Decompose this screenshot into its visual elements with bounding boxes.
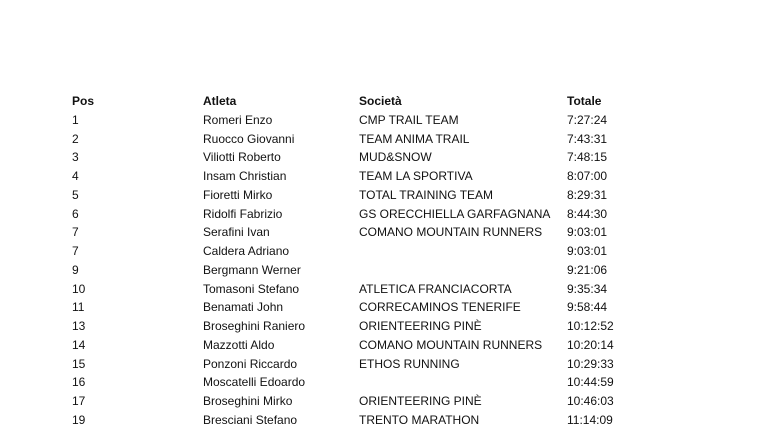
cell-athlete: Fioretti Mirko — [203, 187, 273, 202]
cell-total: 8:29:31 — [567, 187, 608, 202]
cell-total: 10:46:03 — [567, 394, 614, 408]
cell-total: 10:12:52 — [567, 319, 614, 333]
cell-total: 10:44:59 — [567, 375, 614, 390]
header-total: Totale — [567, 94, 602, 108]
cell-total: 11:14:09 — [567, 412, 613, 427]
cell-pos: 2 — [72, 131, 79, 146]
cell-club: TOTAL TRAINING TEAM — [359, 187, 494, 202]
header-pos: Pos — [72, 94, 95, 108]
table-row: 19 Bresciani Stefano TRENTO MARATHON 11:14:… — [0, 411, 766, 430]
cell-pos: 4 — [72, 169, 79, 183]
table-row: 15 Ponzoni Riccardo ETHOS RUNNING 10:29:33 — [0, 355, 766, 374]
cell-club: COMANO MOUNTAIN RUNNERS — [359, 337, 543, 352]
table-row: 3 Viliotti Roberto MUD&SNOW 7:48:15 — [0, 148, 766, 167]
table-row: 5 Fioretti Mirko TOTAL TRAINING TEAM 8:29:3… — [0, 186, 766, 205]
cell-total: 9:35:34 — [567, 281, 608, 296]
table-row: 14 Mazzotti Aldo COMANO MOUNTAIN RUNNERS 10… — [0, 336, 766, 355]
table-row: 7 Serafini Ivan COMANO MOUNTAIN RUNNERS 9:0… — [0, 223, 766, 242]
header-club: Società — [359, 94, 402, 108]
table-row: 1 Romeri Enzo CMP TRAIL TEAM 7:27:24 — [0, 111, 766, 130]
cell-club: CORRECAMINOS TENERIFE — [359, 300, 521, 315]
cell-athlete: Caldera Adriano — [203, 244, 290, 258]
cell-total: 9:21:06 — [567, 262, 608, 277]
cell-total: 10:20:14 — [567, 337, 614, 352]
cell-total: 8:07:00 — [567, 169, 608, 183]
cell-club: ORIENTEERING PINÈ — [359, 394, 482, 408]
results-table: Pos Atleta Società Totale 1 Romeri Enzo CM… — [0, 92, 766, 430]
cell-athlete: Mazzotti Aldo — [203, 337, 275, 352]
cell-total: 7:48:15 — [567, 150, 608, 165]
cell-athlete: Moscatelli Edoardo — [203, 375, 306, 390]
table-row: 9 Bergmann Werner 9:21:06 — [0, 261, 766, 280]
table-row: 6 Ridolfi Fabrizio GS ORECCHIELLA GARFAGNA… — [0, 205, 766, 224]
cell-athlete: Romeri Enzo — [203, 112, 273, 127]
cell-pos: 13 — [72, 319, 86, 333]
table-row: 7 Caldera Adriano 9:03:01 — [0, 242, 766, 261]
cell-athlete: Serafini Ivan — [203, 225, 270, 240]
table-row: 2 Ruocco Giovanni TEAM ANIMA TRAIL 7:43:31 — [0, 130, 766, 149]
cell-total: 8:44:30 — [567, 206, 608, 221]
table-row: 11 Benamati John CORRECAMINOS TENERIFE 9:58… — [0, 298, 766, 317]
cell-athlete: Bergmann Werner — [203, 262, 301, 277]
cell-pos: 3 — [72, 150, 79, 165]
cell-pos: 16 — [72, 375, 86, 390]
cell-club: COMANO MOUNTAIN RUNNERS — [359, 225, 543, 240]
cell-athlete: Bresciani Stefano — [203, 412, 298, 427]
cell-club: TEAM ANIMA TRAIL — [359, 131, 470, 146]
cell-athlete: Ruocco Giovanni — [203, 131, 295, 146]
cell-club: ATLETICA FRANCIACORTA — [359, 281, 512, 296]
cell-athlete: Ridolfi Fabrizio — [203, 206, 283, 221]
cell-club: ETHOS RUNNING — [359, 356, 460, 371]
table-row: 17 Broseghini Mirko ORIENTEERING PINÈ 10:46… — [0, 392, 766, 411]
cell-pos: 11 — [72, 300, 85, 315]
cell-club: TEAM LA SPORTIVA — [359, 169, 473, 183]
cell-total: 9:03:01 — [567, 244, 608, 258]
cell-athlete: Benamati John — [203, 300, 284, 315]
cell-total: 9:58:44 — [567, 300, 608, 315]
cell-pos: 7 — [72, 244, 79, 258]
header-athlete: Atleta — [203, 94, 237, 108]
cell-athlete: Ponzoni Riccardo — [203, 356, 298, 371]
cell-pos: 1 — [72, 112, 79, 127]
cell-athlete: Tomasoni Stefano — [203, 281, 300, 296]
table-row: 13 Broseghini Raniero ORIENTEERING PINÈ 10:… — [0, 317, 766, 336]
cell-total: 7:43:31 — [567, 131, 608, 146]
cell-pos: 14 — [72, 337, 86, 352]
cell-pos: 15 — [72, 356, 86, 371]
cell-total: 10:29:33 — [567, 356, 614, 371]
cell-club: MUD&SNOW — [359, 150, 432, 165]
cell-club: ORIENTEERING PINÈ — [359, 319, 482, 333]
table-row: 10 Tomasoni Stefano ATLETICA FRANCIACORTA 9… — [0, 280, 766, 299]
cell-athlete: Broseghini Raniero — [203, 319, 306, 333]
cell-club: GS ORECCHIELLA GARFAGNANA — [359, 206, 551, 221]
table-row: 16 Moscatelli Edoardo 10:44:59 — [0, 373, 766, 392]
cell-club: TRENTO MARATHON — [359, 412, 480, 427]
cell-pos: 19 — [72, 412, 86, 427]
cell-pos: 5 — [72, 187, 79, 202]
cell-total: 9:03:01 — [567, 225, 608, 240]
cell-pos: 17 — [72, 394, 86, 408]
table-header: Pos Atleta Società Totale — [0, 92, 766, 111]
cell-total: 7:27:24 — [567, 112, 608, 127]
cell-pos: 7 — [72, 225, 79, 240]
cell-pos: 9 — [72, 262, 79, 277]
cell-pos: 6 — [72, 206, 79, 221]
cell-athlete: Viliotti Roberto — [203, 150, 281, 165]
cell-athlete: Broseghini Mirko — [203, 394, 293, 408]
table-row: 4 Insam Christian TEAM LA SPORTIVA 8:07:00 — [0, 167, 766, 186]
cell-pos: 10 — [72, 281, 86, 296]
cell-athlete: Insam Christian — [203, 169, 287, 183]
cell-club: CMP TRAIL TEAM — [359, 112, 459, 127]
